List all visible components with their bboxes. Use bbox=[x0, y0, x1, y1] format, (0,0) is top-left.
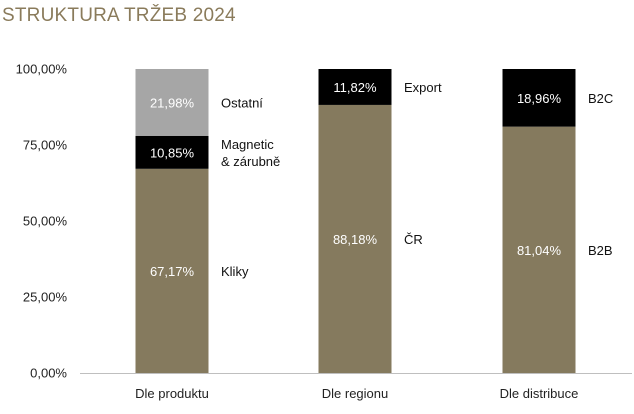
bar-segment-kliky bbox=[135, 168, 209, 373]
bar-segment-export bbox=[318, 69, 392, 105]
data-label: 81,04% bbox=[517, 243, 562, 258]
y-tick-label: 25,00% bbox=[23, 290, 68, 305]
bar-segment-cr bbox=[318, 104, 392, 373]
segment-label: Export bbox=[404, 80, 442, 95]
segment-label: & zárubně bbox=[221, 154, 280, 169]
x-category-label: Dle regionu bbox=[322, 386, 389, 401]
y-tick-label: 50,00% bbox=[23, 214, 68, 229]
bar-segment-b2c bbox=[502, 69, 576, 127]
y-tick-label: 75,00% bbox=[23, 138, 68, 153]
x-category-label: Dle produktu bbox=[135, 386, 209, 401]
segment-label: Ostatní bbox=[221, 95, 263, 110]
data-label: 67,17% bbox=[150, 264, 195, 279]
data-label: 88,18% bbox=[333, 232, 378, 247]
bar-segment-b2b bbox=[502, 126, 576, 373]
bar-segment-magnetic-zarubne bbox=[135, 135, 209, 169]
bar-segment-ostatni bbox=[135, 69, 209, 136]
x-category-label: Dle distribuce bbox=[500, 386, 579, 401]
data-label: 21,98% bbox=[150, 95, 195, 110]
chart-title: STRUKTURA TRŽEB 2024 bbox=[2, 5, 236, 26]
segment-label: B2B bbox=[588, 243, 613, 258]
y-tick-label: 100,00% bbox=[16, 62, 68, 77]
data-label: 10,85% bbox=[150, 145, 195, 160]
data-label: 18,96% bbox=[517, 91, 562, 106]
data-label: 11,82% bbox=[333, 80, 377, 95]
segment-label: ČR bbox=[404, 232, 423, 247]
segment-label: Kliky bbox=[221, 264, 249, 279]
segment-label: B2C bbox=[588, 91, 613, 106]
segment-label: Magnetic bbox=[221, 137, 274, 152]
y-tick-label: 0,00% bbox=[30, 366, 67, 381]
